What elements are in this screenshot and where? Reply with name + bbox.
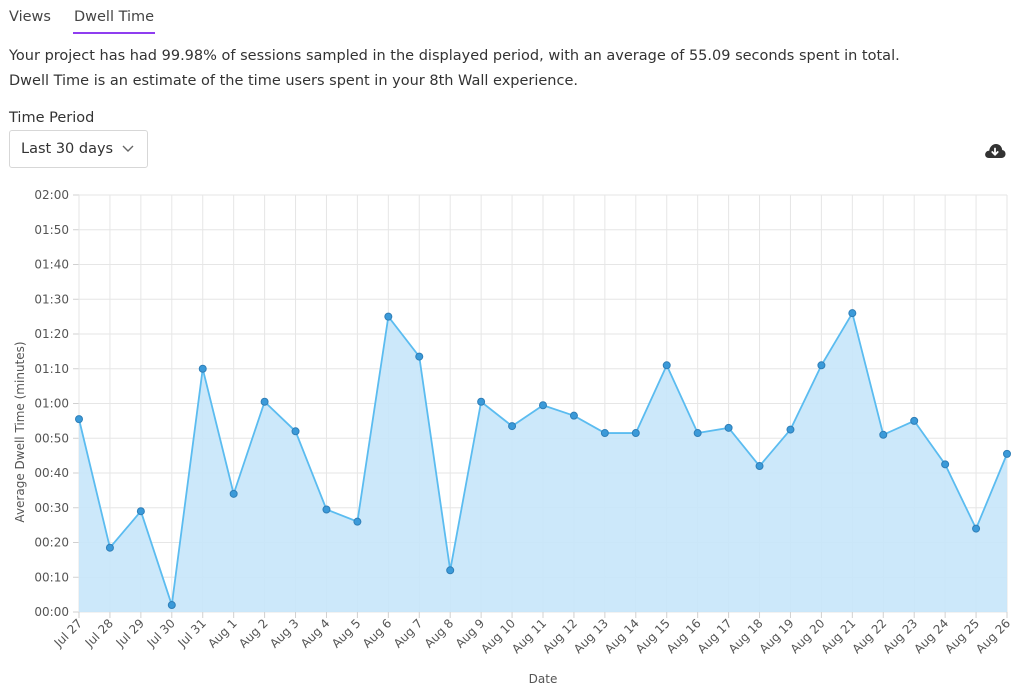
data-point[interactable] (384, 312, 393, 321)
data-point[interactable] (508, 422, 517, 431)
data-point[interactable] (291, 427, 300, 436)
y-axis-ticks: 00:00 00:10 00:20 00:30 00:40 00:50 01:00 01:10… (34, 188, 69, 619)
data-point[interactable] (662, 361, 671, 370)
data-point[interactable] (136, 507, 145, 516)
tab-dwell-time[interactable]: Dwell Time (72, 0, 156, 34)
data-point[interactable] (260, 397, 269, 406)
x-tick-label: Aug 4 (298, 616, 333, 651)
data-point[interactable] (817, 361, 826, 370)
tab-views[interactable]: Views (9, 9, 51, 25)
dwell-time-chart: 00:00 00:10 00:20 00:30 00:40 00:50 01:00 01:10… (13, 188, 1013, 686)
data-point[interactable] (477, 397, 486, 406)
x-tick-label: Aug 5 (329, 616, 364, 651)
data-point[interactable] (105, 543, 114, 552)
y-tick-label: 00:10 (34, 570, 69, 584)
dwell-time-explanation-text: Dwell Time is an estimate of the time us… (9, 73, 578, 89)
y-tick-label: 01:20 (34, 327, 69, 341)
data-point[interactable] (755, 462, 764, 471)
data-point[interactable] (322, 505, 331, 514)
data-point[interactable] (198, 364, 207, 373)
data-point[interactable] (539, 401, 547, 410)
cloud-download-icon[interactable] (984, 142, 1006, 160)
data-point[interactable] (415, 352, 424, 361)
x-tick-label: Aug 3 (267, 616, 302, 651)
tab-bar: Views Dwell Time (9, 0, 156, 34)
data-point[interactable] (972, 524, 981, 533)
data-point[interactable] (941, 460, 950, 469)
x-tick-label: Jul 28 (82, 616, 116, 650)
y-tick-label: 00:00 (34, 605, 69, 619)
data-point[interactable] (724, 423, 733, 432)
y-tick-label: 00:50 (34, 431, 69, 445)
x-tick-label: Aug 1 (205, 616, 240, 651)
y-tick-label: 00:40 (34, 466, 69, 480)
x-tick-label: Jul 29 (113, 616, 147, 650)
x-tick-label: Jul 30 (144, 616, 178, 650)
data-point[interactable] (75, 415, 83, 424)
data-point[interactable] (229, 489, 238, 498)
y-tick-label: 00:20 (34, 536, 69, 550)
x-tick-label: Jul 27 (51, 616, 85, 650)
data-point[interactable] (1003, 449, 1011, 458)
x-axis-title: Date (529, 672, 558, 686)
y-tick-label: 01:10 (34, 362, 69, 376)
data-point[interactable] (848, 309, 857, 318)
y-tick-label: 00:30 (34, 501, 69, 515)
y-tick-label: 01:00 (34, 397, 69, 411)
y-tick-label: 01:50 (34, 223, 69, 237)
x-tick-label: Aug 8 (422, 616, 457, 651)
data-point[interactable] (167, 601, 176, 610)
y-tick-label: 01:30 (34, 292, 69, 306)
x-tick-label: Aug 26 (973, 616, 1013, 656)
chart-points-layer (75, 309, 1011, 610)
y-axis-title: Average Dwell Time (minutes) (13, 341, 27, 522)
time-period-label: Time Period (9, 110, 95, 126)
series-area (79, 313, 1007, 612)
chevron-down-icon (122, 145, 134, 152)
x-tick-label: Aug 7 (391, 616, 426, 651)
data-point[interactable] (600, 429, 609, 438)
y-tick-label: 02:00 (34, 188, 69, 202)
time-period-selected-value: Last 30 days (21, 141, 114, 157)
y-tick-label: 01:40 (34, 258, 69, 272)
data-point[interactable] (693, 429, 702, 438)
data-point[interactable] (569, 411, 578, 420)
data-point[interactable] (910, 416, 919, 425)
data-point[interactable] (446, 566, 455, 575)
data-point[interactable] (786, 425, 795, 434)
data-point[interactable] (631, 429, 640, 438)
time-period-select[interactable]: Last 30 days (9, 130, 148, 168)
x-tick-label: Jul 31 (175, 616, 209, 650)
x-tick-label: Aug 2 (236, 616, 271, 651)
x-tick-label: Aug 6 (360, 616, 395, 651)
data-point[interactable] (353, 517, 362, 526)
data-point[interactable] (879, 430, 888, 439)
sessions-summary-text: Your project has had 99.98% of sessions … (9, 48, 900, 64)
